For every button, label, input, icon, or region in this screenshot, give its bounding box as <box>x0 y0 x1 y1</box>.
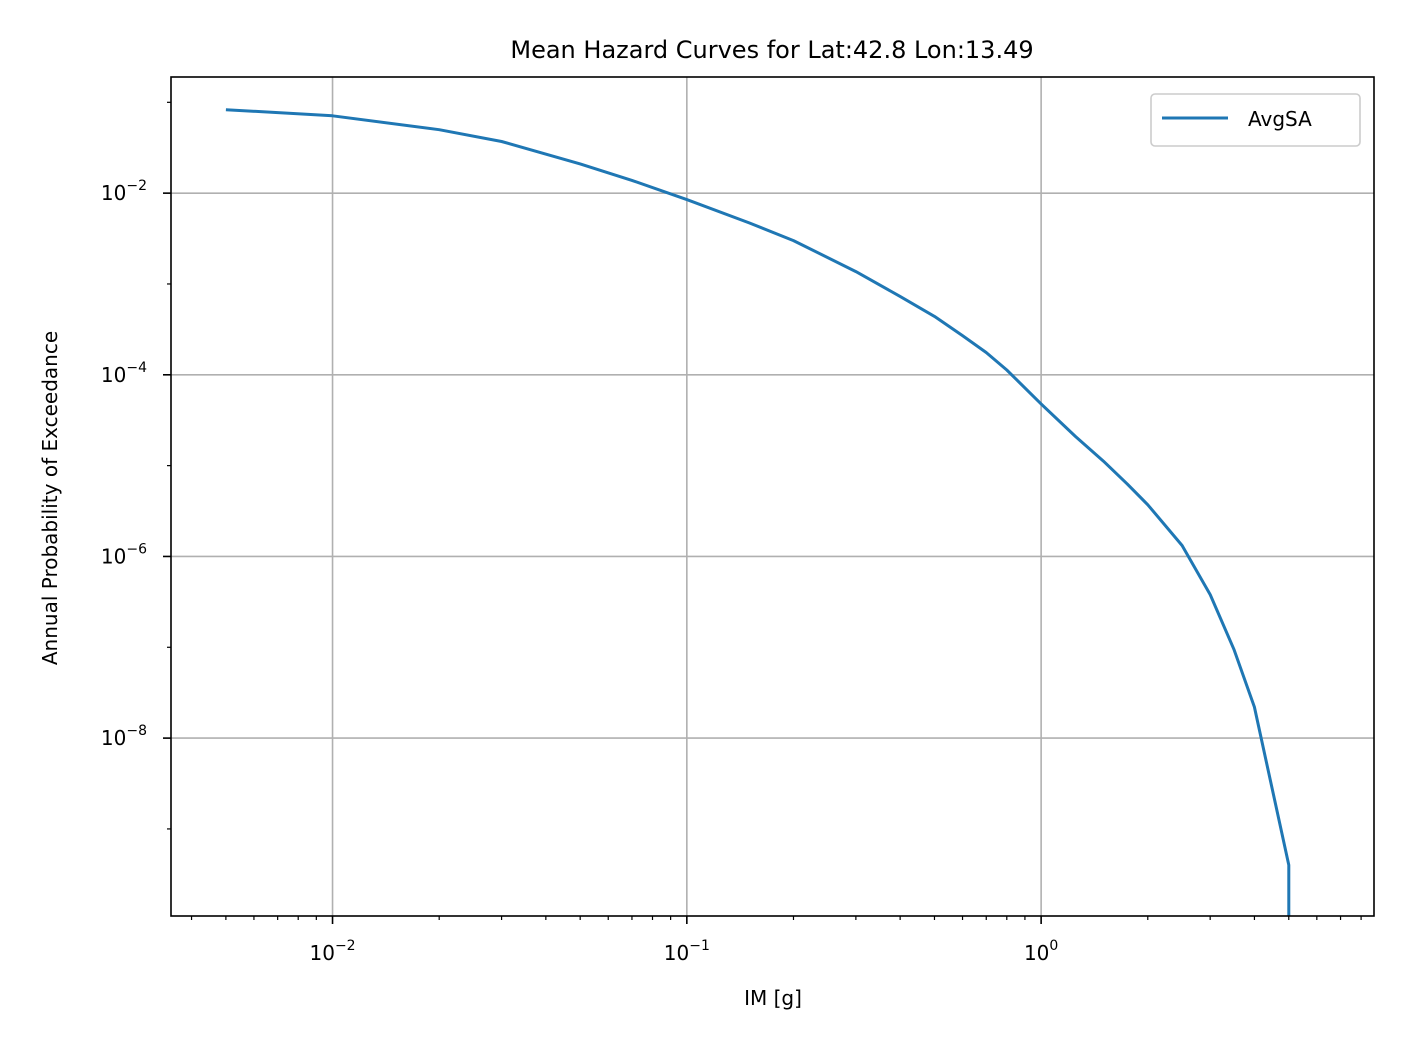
series-layer <box>225 108 1291 916</box>
x-tick-label: 10−2 <box>309 938 355 965</box>
y-tick-label: 10−4 <box>101 360 147 387</box>
plot-frame <box>170 76 1375 917</box>
legend-label-avgsa: AvgSA <box>1248 107 1312 131</box>
legend-box <box>1150 93 1361 147</box>
y-tick-label: 10−8 <box>101 723 147 750</box>
series-line-avgsa <box>225 108 1291 916</box>
y-tick-label: 10−2 <box>101 178 147 205</box>
y-axis-label: Annual Probability of Exceedance <box>38 331 62 665</box>
axis-ticks: 10−2 10−1 100 10−2 10−4 10−6 10−8 <box>101 101 1362 965</box>
chart-title: Mean Hazard Curves for Lat:42.8 Lon:13.4… <box>510 36 1033 64</box>
x-tick-label: 10−1 <box>664 938 710 965</box>
x-tick-label: 100 <box>1024 938 1058 965</box>
legend: AvgSA <box>1150 93 1361 147</box>
grid-lines <box>171 77 1374 916</box>
y-tick-label: 10−6 <box>101 541 147 568</box>
x-axis-label: IM [g] <box>744 986 802 1010</box>
